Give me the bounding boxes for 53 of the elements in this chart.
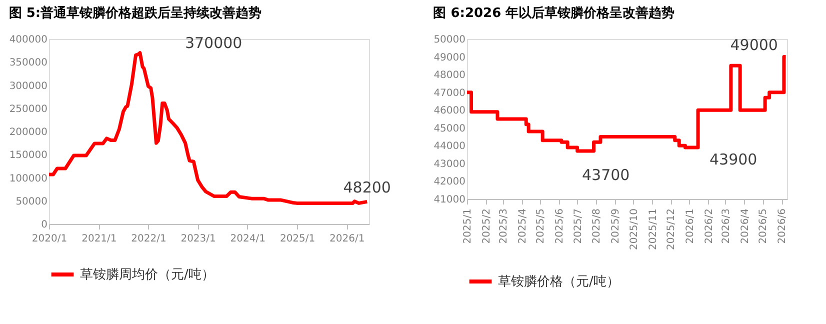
legend-label: 草铵膦周均价（元/吨） — [80, 268, 214, 282]
x-tick-label: 2025/11 — [648, 208, 659, 250]
y-tick-label: 45000 — [434, 123, 466, 134]
x-tick-label: 2025/1 — [462, 208, 474, 244]
annotation: 43900 — [709, 150, 758, 168]
x-tick-label: 2020/1 — [32, 234, 68, 244]
x-tick-label: 2025/12 — [666, 208, 678, 250]
legend-label: 草铵膦价格（元/吨） — [498, 274, 620, 290]
x-tick-label: 2025/4 — [517, 208, 528, 244]
annotation: 49000 — [730, 36, 778, 54]
x-tick-label: 2022/1 — [131, 234, 166, 244]
y-tick-label: 43000 — [434, 158, 466, 170]
y-tick-label: 400000 — [9, 34, 48, 46]
x-tick-label: 2026/5 — [758, 208, 770, 244]
y-tick-label: 200000 — [9, 127, 48, 138]
x-tick-label: 2026/3 — [720, 208, 732, 244]
y-tick-label: 47000 — [434, 88, 466, 99]
y-tick-label: 300000 — [9, 80, 48, 92]
y-tick-label: 41000 — [434, 194, 466, 206]
chart-title: 图 5:普通草铵膦价格超跌后呈持续改善趋势 — [8, 5, 262, 21]
x-tick-label: 2023/1 — [180, 234, 216, 244]
y-tick-label: 46000 — [434, 106, 466, 117]
x-tick-label: 2026/6 — [777, 208, 788, 244]
x-tick-label: 2025/8 — [592, 208, 603, 244]
annotation: 48200 — [343, 178, 391, 197]
y-tick-label: 49000 — [434, 52, 466, 64]
x-tick-label: 2024/1 — [230, 234, 266, 244]
x-tick-label: 2025/2 — [481, 208, 492, 244]
x-tick-label: 2025/1 — [280, 234, 316, 244]
x-tick-label: 2025/6 — [554, 208, 566, 244]
x-tick-label: 2026/1 — [330, 234, 365, 244]
chart-title: 图 6:2026 年以后草铵膦价格呈改善趋势 — [433, 5, 675, 21]
y-tick-label: 48000 — [434, 70, 466, 82]
x-tick-label: 2025/10 — [628, 208, 640, 250]
x-tick-label: 2025/7 — [572, 208, 584, 244]
y-tick-label: 42000 — [434, 176, 466, 188]
y-tick-label: 150000 — [9, 150, 48, 162]
y-tick-label: 50000 — [16, 196, 48, 208]
x-tick-label: 2025/5 — [536, 208, 547, 244]
annotation: 370000 — [184, 34, 242, 52]
y-tick-label: 0 — [41, 220, 48, 230]
y-tick-label: 50000 — [434, 34, 466, 46]
x-tick-label: 2025/3 — [498, 208, 510, 244]
y-tick-label: 100000 — [9, 173, 48, 184]
y-tick-label: 350000 — [9, 58, 48, 69]
x-tick-label: 2026/2 — [704, 208, 715, 244]
x-tick-label: 2021/1 — [82, 234, 117, 244]
y-tick-label: 250000 — [9, 104, 48, 115]
x-tick-label: 2025/9 — [610, 208, 622, 244]
y-tick-label: 44000 — [434, 141, 466, 152]
x-tick-label: 2026/4 — [740, 208, 751, 244]
x-tick-label: 2026/1 — [684, 208, 696, 244]
annotation: 43700 — [582, 166, 630, 184]
